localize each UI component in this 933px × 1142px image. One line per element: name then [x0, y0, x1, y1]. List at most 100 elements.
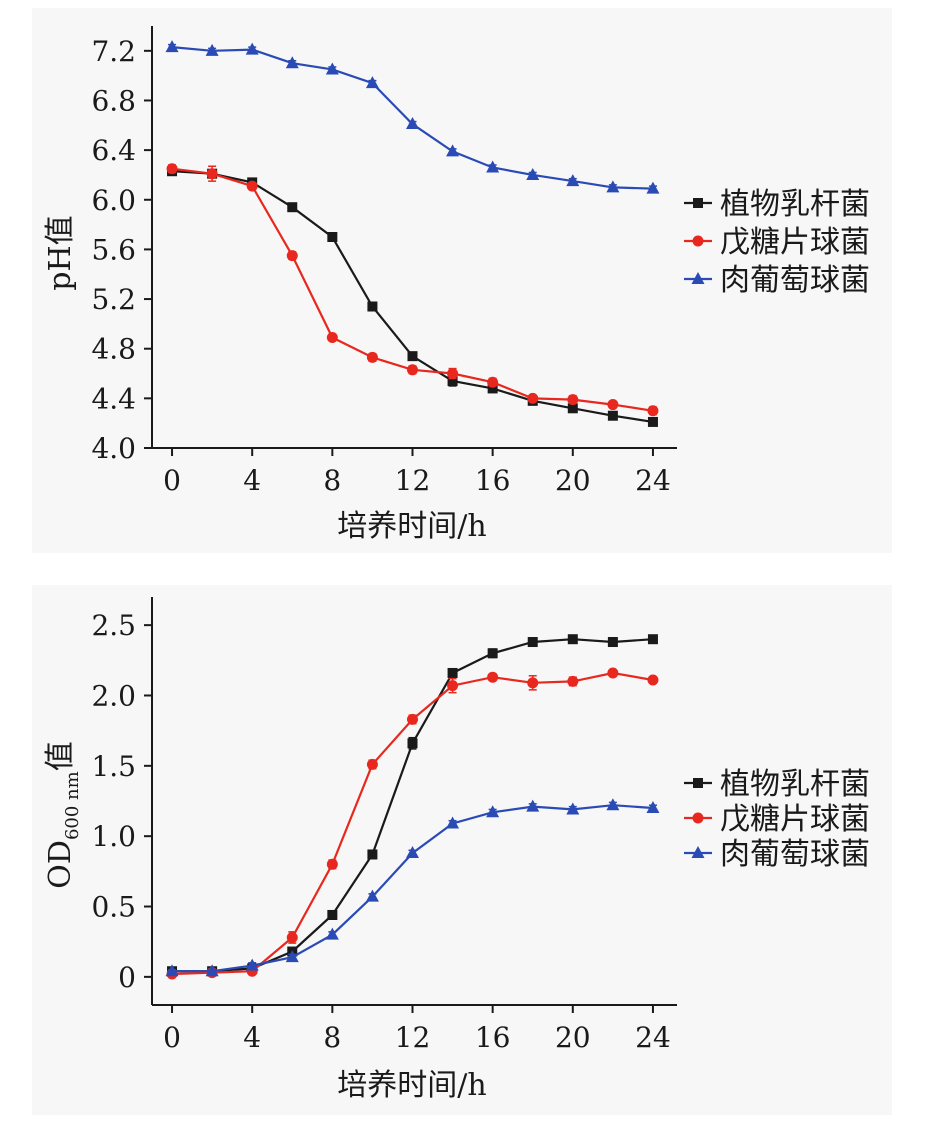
ph-y-axis-title-main: pH值 [43, 215, 78, 290]
ph-data-point [527, 392, 539, 404]
od-data-point [567, 634, 578, 645]
od-y-tick-label: 0.5 [91, 891, 136, 924]
ph-data-point [447, 368, 459, 380]
ph-y-axis-title: pH值 [43, 215, 78, 290]
od-y-axis-title: OD600 nm值 [43, 741, 83, 888]
od-series-0 [167, 634, 658, 977]
ph-legend-label: 肉葡萄球菌 [720, 263, 870, 298]
od-data-point [526, 799, 540, 812]
ph-legend-marker [691, 272, 705, 284]
od-y-axis-title-main: OD [43, 840, 78, 889]
ph-data-point [607, 410, 618, 421]
ph-data-point [205, 43, 219, 56]
od-data-point [567, 675, 579, 687]
od-series-line [172, 804, 654, 973]
ph-data-point [606, 180, 620, 193]
od-data-point [607, 667, 619, 679]
ph-y-tick-label: 4.8 [91, 333, 136, 366]
od-legend-label: 戊糖片球菌 [720, 802, 870, 837]
ph-data-point [285, 56, 299, 69]
ph-data-point [246, 180, 258, 192]
od-x-tick-label: 0 [163, 1021, 181, 1054]
od-data-point [527, 677, 539, 689]
od-series-line [172, 638, 654, 973]
ph-data-point [567, 403, 578, 414]
ph-data-point [405, 117, 419, 130]
od-data-point [486, 805, 500, 818]
ph-data-point [325, 62, 339, 75]
ph-series-0 [167, 166, 658, 427]
ph-data-point [447, 375, 458, 386]
ph-x-tick-label: 16 [475, 464, 511, 497]
od-y-tick-label: 2.5 [91, 609, 136, 642]
od-x-tick-label: 12 [395, 1021, 431, 1054]
ph-data-point [607, 399, 619, 411]
od-data-point [367, 849, 378, 860]
od-series-2 [165, 798, 660, 977]
od-legend-marker [693, 778, 703, 788]
od-data-point [245, 958, 259, 971]
ph-data-point [486, 160, 500, 173]
ph-y-tick-label: 5.2 [91, 283, 136, 316]
od-data-point [366, 758, 378, 770]
ph-data-point [287, 202, 298, 213]
od-y-tick-label: 0 [118, 961, 136, 994]
ph-y-tick-label: 6.8 [91, 84, 136, 117]
od-y-tick-label: 1.5 [91, 750, 136, 783]
od-data-point [566, 802, 580, 815]
od-x-tick-label: 16 [475, 1021, 511, 1054]
ph-data-point [206, 168, 218, 180]
ph-data-point [566, 174, 580, 187]
ph-data-point [647, 416, 658, 427]
od-legend-label: 植物乳杆菌 [720, 767, 870, 802]
od-y-tick-label: 1.0 [91, 820, 136, 853]
od-data-point [326, 858, 338, 870]
od-data-point [407, 738, 418, 749]
ph-y-tick-label: 4.0 [91, 432, 136, 465]
od-chart: 0 0.5 1.0 1.5 2.0 2.5 0 4 8 12 16 20 24 培养时间/h OD600 n… [43, 597, 870, 1103]
ph-chart-panel: 4.0 4.4 4.8 5.2 5.6 6.0 6.4 6.8 7.2 0 4 8 12 16 20 24 培养… [32, 8, 892, 553]
ph-series-2 [165, 40, 660, 194]
ph-legend-label: 戊糖片球菌 [720, 225, 870, 260]
od-data-point [447, 667, 458, 678]
od-legend-marker [691, 846, 705, 858]
ph-data-point [446, 144, 460, 157]
od-data-point [285, 950, 299, 963]
od-data-point [447, 680, 459, 692]
ph-legend-marker [693, 198, 703, 208]
ph-x-tick-label: 4 [243, 464, 261, 497]
od-legend-marker [692, 812, 704, 824]
od-data-point [405, 846, 419, 859]
ph-data-point [406, 364, 418, 376]
od-data-point [325, 927, 339, 940]
ph-x-tick-label: 24 [635, 464, 671, 497]
ph-x-tick-label: 8 [323, 464, 341, 497]
od-data-point [327, 909, 338, 920]
od-data-point [487, 671, 499, 683]
od-x-tick-label: 8 [323, 1021, 341, 1054]
od-data-point [606, 798, 620, 811]
od-data-point [205, 964, 219, 977]
od-data-point [527, 637, 538, 648]
ph-data-point [567, 394, 579, 406]
od-data-point [446, 816, 460, 829]
ph-x-tick-label: 0 [163, 464, 181, 497]
ph-data-point [366, 351, 378, 363]
od-legend-label: 肉葡萄球菌 [720, 837, 870, 872]
ph-data-point [165, 40, 179, 53]
od-data-point [365, 889, 379, 902]
ph-data-point [286, 250, 298, 262]
ph-y-tick-label: 5.6 [91, 233, 136, 266]
ph-data-point [245, 42, 259, 55]
od-y-tick-label: 2.0 [91, 679, 136, 712]
od-data-point [165, 964, 179, 977]
ph-data-point [487, 383, 498, 394]
ph-series-line [171, 170, 654, 423]
od-data-point [647, 634, 658, 645]
od-data-point [646, 801, 660, 814]
ph-data-point [526, 167, 540, 180]
ph-x-axis-title: 培养时间/h [337, 509, 486, 544]
ph-data-point [487, 376, 499, 388]
ph-data-point [646, 181, 660, 194]
ph-legend-marker [692, 235, 704, 247]
